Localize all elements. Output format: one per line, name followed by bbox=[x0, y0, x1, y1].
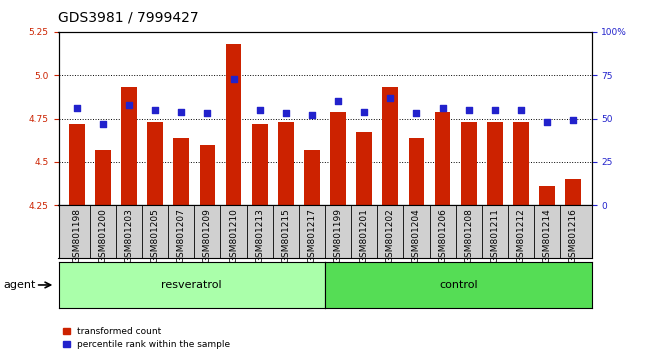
Bar bbox=[95, 150, 110, 205]
Point bbox=[124, 102, 135, 108]
Point bbox=[411, 110, 422, 116]
Text: GSM801215: GSM801215 bbox=[281, 208, 291, 263]
Text: GSM801199: GSM801199 bbox=[333, 208, 343, 263]
Text: GSM801208: GSM801208 bbox=[464, 208, 473, 263]
Bar bbox=[356, 132, 372, 205]
Point bbox=[307, 112, 317, 118]
Bar bbox=[566, 179, 581, 205]
Point bbox=[150, 107, 161, 113]
Point bbox=[542, 119, 552, 125]
Bar bbox=[304, 150, 320, 205]
Text: GSM801207: GSM801207 bbox=[177, 208, 186, 263]
Text: control: control bbox=[439, 280, 478, 290]
Text: GSM801205: GSM801205 bbox=[151, 208, 160, 263]
Text: GSM801212: GSM801212 bbox=[517, 208, 525, 263]
Text: GSM801211: GSM801211 bbox=[490, 208, 499, 263]
Bar bbox=[461, 122, 476, 205]
Text: GSM801216: GSM801216 bbox=[569, 208, 578, 263]
Point bbox=[568, 118, 578, 123]
Point bbox=[281, 110, 291, 116]
Point bbox=[98, 121, 108, 127]
Text: GDS3981 / 7999427: GDS3981 / 7999427 bbox=[58, 11, 199, 25]
Text: GSM801200: GSM801200 bbox=[98, 208, 107, 263]
Bar bbox=[382, 87, 398, 205]
Text: agent: agent bbox=[3, 280, 36, 290]
Point bbox=[515, 107, 526, 113]
Point bbox=[255, 107, 265, 113]
Point bbox=[489, 107, 500, 113]
Bar bbox=[540, 186, 555, 205]
Bar bbox=[121, 87, 137, 205]
Bar bbox=[69, 124, 84, 205]
Text: GSM801213: GSM801213 bbox=[255, 208, 264, 263]
Bar bbox=[513, 122, 529, 205]
Bar bbox=[174, 138, 189, 205]
Bar bbox=[435, 112, 450, 205]
Text: GSM801201: GSM801201 bbox=[359, 208, 369, 263]
Bar bbox=[226, 44, 241, 205]
Point bbox=[463, 107, 474, 113]
Point bbox=[333, 98, 343, 104]
Point bbox=[72, 105, 82, 111]
Text: GSM801209: GSM801209 bbox=[203, 208, 212, 263]
Text: GSM801210: GSM801210 bbox=[229, 208, 238, 263]
Point bbox=[385, 95, 395, 101]
Bar bbox=[409, 138, 424, 205]
Point bbox=[359, 109, 369, 114]
Legend: transformed count, percentile rank within the sample: transformed count, percentile rank withi… bbox=[63, 327, 231, 349]
Text: resveratrol: resveratrol bbox=[161, 280, 222, 290]
Bar bbox=[252, 124, 268, 205]
Text: GSM801198: GSM801198 bbox=[72, 208, 81, 263]
Bar bbox=[200, 144, 215, 205]
Point bbox=[202, 110, 213, 116]
Bar bbox=[148, 122, 163, 205]
Text: GSM801217: GSM801217 bbox=[307, 208, 317, 263]
Point bbox=[176, 109, 187, 114]
Text: GSM801206: GSM801206 bbox=[438, 208, 447, 263]
Text: GSM801203: GSM801203 bbox=[125, 208, 133, 263]
Text: GSM801214: GSM801214 bbox=[543, 208, 552, 263]
Point bbox=[228, 76, 239, 81]
Point bbox=[437, 105, 448, 111]
Bar bbox=[330, 112, 346, 205]
Text: GSM801204: GSM801204 bbox=[412, 208, 421, 263]
Bar bbox=[487, 122, 502, 205]
Text: GSM801202: GSM801202 bbox=[386, 208, 395, 263]
Bar bbox=[278, 122, 294, 205]
